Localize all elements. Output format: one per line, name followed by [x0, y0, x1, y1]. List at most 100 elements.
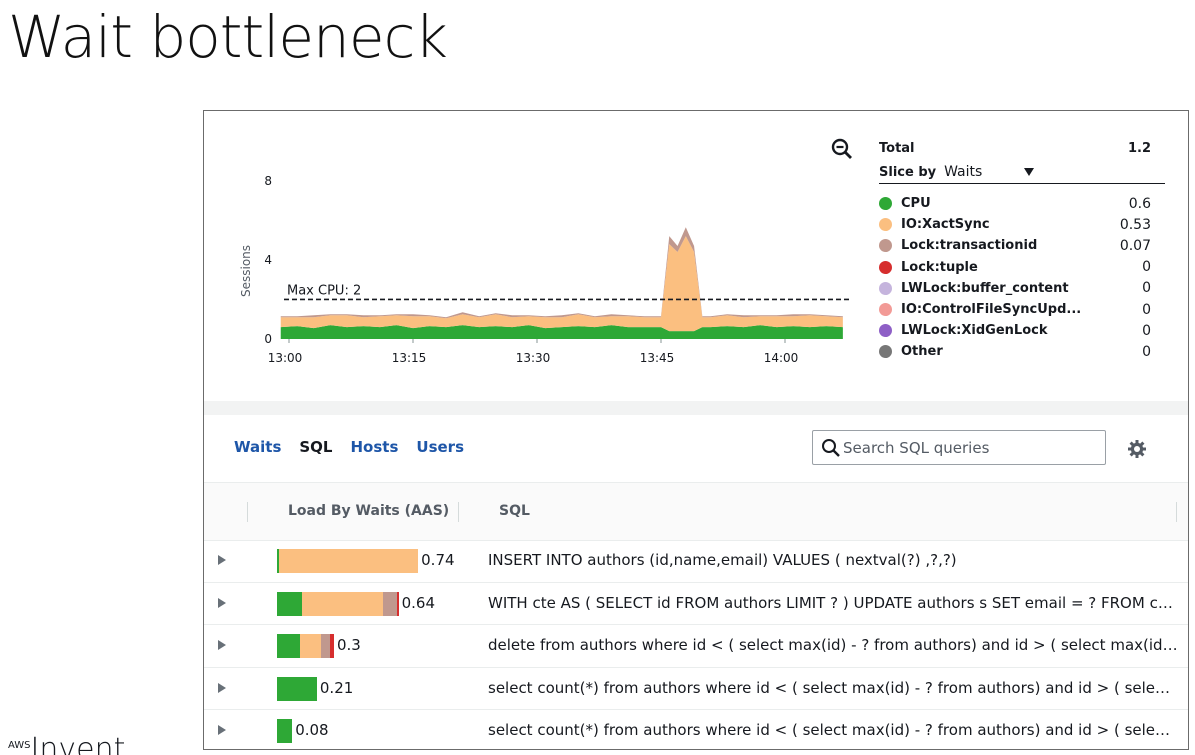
x-tick-label: 14:00 — [764, 351, 799, 365]
legend-item-value: 0 — [1142, 259, 1151, 276]
slide-title: Wait bottleneck — [8, 3, 448, 71]
tab-sql[interactable]: SQL — [299, 438, 333, 456]
legend-swatch-icon — [879, 260, 892, 274]
legend-item-name: Other — [901, 344, 943, 360]
logo-invent-text: Invent — [30, 732, 126, 755]
table-row: 0.08 select count(*) from authors where i… — [204, 710, 1188, 749]
legend-swatch-icon — [879, 239, 892, 253]
expand-row-icon[interactable] — [218, 597, 226, 608]
y-axis-label: Sessions — [239, 245, 253, 297]
column-header-sql[interactable]: SQL — [499, 503, 530, 519]
expand-row-icon[interactable] — [218, 682, 226, 693]
legend-item-name: LWLock:buffer_content — [901, 280, 1069, 296]
legend-item-name: Lock:tuple — [901, 259, 978, 275]
legend-item-name: Lock:transactionid — [901, 238, 1038, 254]
expand-row-icon[interactable] — [218, 555, 226, 565]
legend-item[interactable]: CPU 0.6 — [879, 193, 1165, 214]
logo-aws-text: AWS — [8, 740, 31, 751]
legend-item-value: 0.53 — [1119, 216, 1151, 233]
sql-text[interactable]: delete from authors where id < ( select … — [488, 636, 1178, 655]
load-bar-segment — [396, 591, 399, 616]
column-separator — [247, 502, 248, 522]
sql-table-body: 0.74 INSERT INTO authors (id,name,email) … — [204, 540, 1188, 749]
preferences-button[interactable] — [1126, 438, 1148, 460]
sql-table-header: Load By Waits (AAS) SQL — [204, 482, 1188, 541]
tab-users[interactable]: Users — [416, 438, 464, 456]
legend-item[interactable]: LWLock:XidGenLock 0 — [879, 320, 1165, 341]
zoom-out-button[interactable] — [830, 137, 854, 161]
sql-text[interactable]: WITH cte AS ( SELECT id FROM authors LIM… — [488, 593, 1178, 612]
legend-item-name: IO:ControlFileSyncUpd... — [901, 302, 1082, 318]
legend-total-value: 1.2 — [1127, 141, 1151, 156]
gear-icon — [1128, 440, 1146, 458]
legend-item-value: 0 — [1142, 322, 1151, 339]
load-bar — [277, 634, 334, 659]
slice-by-value: Waits — [944, 164, 983, 180]
load-value: 0.3 — [337, 636, 361, 655]
slice-by-dropdown[interactable]: Waits — [944, 164, 1035, 180]
expand-row-icon[interactable] — [218, 640, 226, 651]
legend-item[interactable]: Other 0 — [879, 341, 1165, 362]
legend-total: Total 1.2 — [879, 141, 1165, 161]
table-row: 0.3 delete from authors where id < ( sele… — [204, 625, 1188, 668]
y-tick-label: 0 — [264, 332, 272, 346]
column-header-load[interactable]: Load By Waits (AAS) — [288, 503, 450, 519]
db-load-chart-svg: Sessions Max CPU: 2 0 4 8 13:00 13:15 13:30 1… — [239, 174, 852, 365]
performance-insights-panel: Sessions Max CPU: 2 0 4 8 13:00 13:15 13:30 1… — [203, 110, 1189, 750]
y-tick-label: 8 — [264, 174, 272, 188]
legend-swatch-icon — [879, 281, 892, 295]
load-value: 0.74 — [421, 551, 455, 569]
table-row: 0.64 WITH cte AS ( SELECT id FROM authors… — [204, 583, 1188, 626]
sql-text[interactable]: select count(*) from authors where id < … — [488, 721, 1178, 740]
legend-item-name: IO:XactSync — [901, 217, 990, 233]
db-load-chart: Sessions Max CPU: 2 0 4 8 13:00 13:15 13:30 1… — [204, 111, 1188, 401]
load-value: 0.64 — [401, 593, 435, 612]
load-bar-segment — [301, 591, 384, 616]
sql-text[interactable]: INSERT INTO authors (id,name,email) VALU… — [488, 551, 957, 569]
load-bar — [277, 719, 293, 744]
y-tick-label: 4 — [264, 253, 272, 267]
legend-item-name: CPU — [901, 196, 931, 212]
max-cpu-label: Max CPU: 2 — [287, 283, 361, 298]
legend-swatch-icon — [879, 303, 892, 317]
load-value: 0.08 — [295, 721, 329, 740]
section-divider — [204, 401, 1188, 415]
legend-item-value: 0 — [1142, 301, 1151, 318]
load-bar-segment — [320, 634, 331, 659]
column-separator — [458, 502, 459, 522]
legend-item[interactable]: Lock:tuple 0 — [879, 257, 1165, 278]
legend-item[interactable]: LWLock:buffer_content 0 — [879, 278, 1165, 299]
area-series-cpu — [280, 325, 843, 339]
legend-item-value: 0 — [1142, 343, 1151, 360]
area-series-lock-transactionid — [280, 227, 843, 319]
load-bar-segment — [383, 591, 397, 616]
zoom-out-icon — [831, 138, 852, 159]
x-tick-label: 13:30 — [516, 351, 551, 365]
search-sql-input[interactable] — [841, 438, 1093, 457]
load-bar-segment — [330, 634, 334, 659]
load-bar-segment — [278, 549, 419, 573]
legend: Total 1.2 Slice by Waits CPU 0.6 IO:XactSy… — [879, 141, 1165, 363]
x-tick-label: 13:15 — [392, 351, 427, 365]
load-bar-segment — [277, 719, 293, 744]
legend-swatch-icon — [879, 197, 892, 211]
legend-item[interactable]: Lock:transactionid 0.07 — [879, 235, 1165, 256]
table-row: 0.74 INSERT INTO authors (id,name,email) … — [204, 540, 1188, 583]
tab-waits[interactable]: Waits — [234, 438, 282, 456]
load-bar — [277, 676, 317, 701]
legend-item[interactable]: IO:XactSync 0.53 — [879, 214, 1165, 235]
table-row: 0.21 select count(*) from authors where i… — [204, 668, 1188, 711]
load-bar-segment — [299, 634, 321, 659]
load-value: 0.21 — [319, 678, 354, 697]
tab-hosts[interactable]: Hosts — [350, 438, 399, 456]
reinvent-logo: AWSInvent — [8, 732, 125, 755]
legend-item-value: 0.6 — [1128, 195, 1151, 212]
load-bar-segment — [277, 591, 302, 616]
legend-item-name: LWLock:XidGenLock — [901, 323, 1048, 339]
legend-item-value: 0 — [1142, 280, 1151, 297]
area-series-io-xactsync — [280, 236, 843, 332]
expand-row-icon[interactable] — [218, 725, 226, 736]
legend-swatch-icon — [879, 218, 892, 232]
legend-item[interactable]: IO:ControlFileSyncUpd... 0 — [879, 299, 1165, 320]
sql-text[interactable]: select count(*) from authors where id < … — [488, 678, 1178, 697]
